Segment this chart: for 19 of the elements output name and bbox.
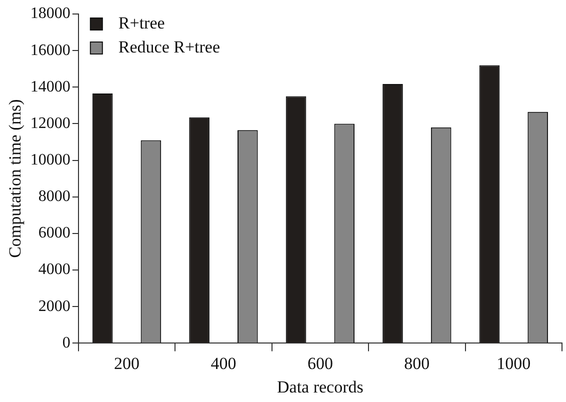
x-tick-label: 200 (114, 354, 140, 373)
y-tick-label: 8000 (38, 188, 70, 206)
y-tick-label: 4000 (38, 261, 70, 278)
y-tick-label: 10000 (30, 152, 70, 169)
x-tick-label: 1000 (496, 354, 531, 373)
y-tick-label: 14000 (30, 78, 70, 96)
x-tick-label: 600 (307, 354, 333, 373)
legend-label: R+tree (118, 13, 165, 32)
legend-label: Reduce R+tree (118, 37, 220, 56)
y-axis-title: Computation time (ms) (6, 99, 25, 258)
y-tick-label: 12000 (30, 114, 70, 132)
x-tick-label: 400 (210, 354, 236, 373)
y-tick-label: 16000 (30, 42, 70, 59)
y-tick-label: 6000 (38, 224, 70, 242)
y-tick-label: 2000 (38, 298, 70, 315)
y-tick-label: 18000 (30, 5, 70, 22)
x-tick-label: 800 (404, 354, 430, 373)
y-tick-label: 0 (62, 334, 70, 352)
x-axis-title: Data records (277, 377, 364, 396)
